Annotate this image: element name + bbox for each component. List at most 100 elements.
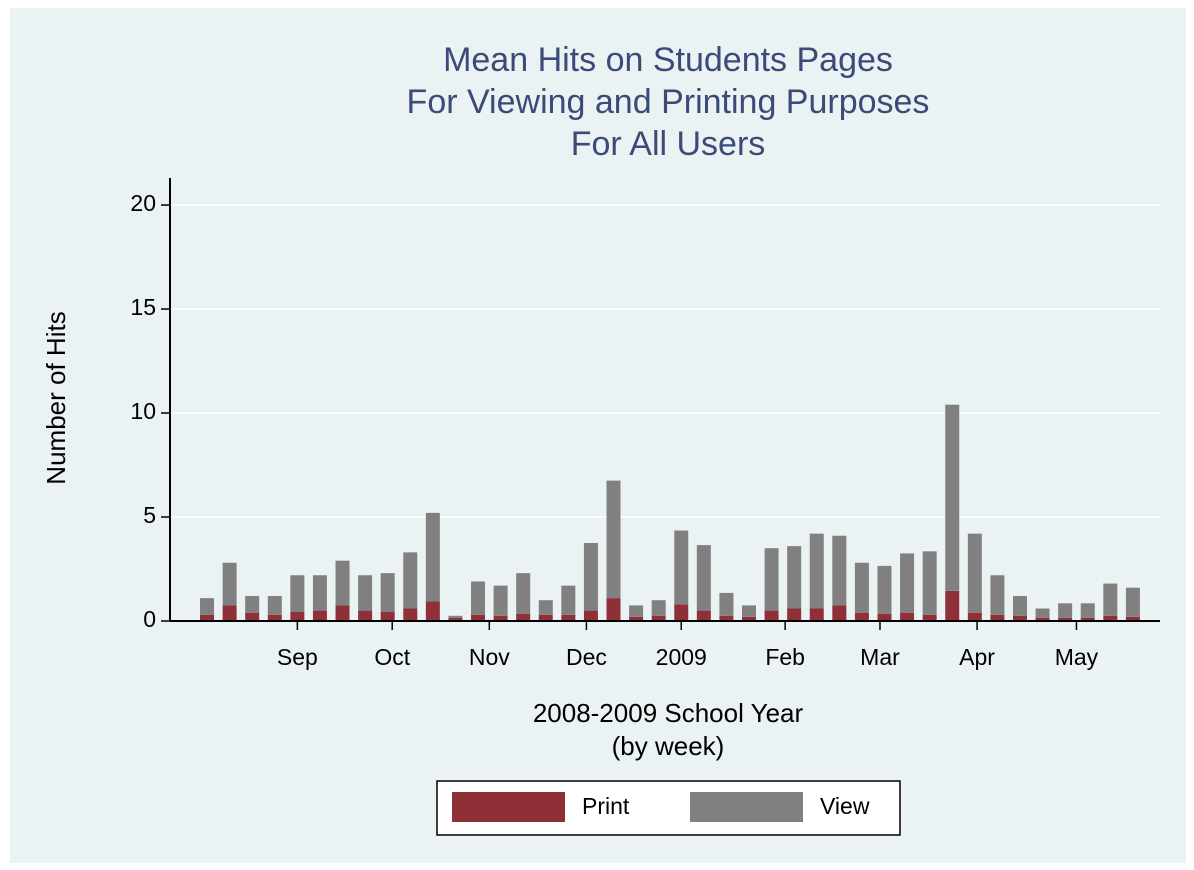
- bar: [629, 616, 644, 621]
- bar: [1080, 617, 1095, 621]
- bar: [245, 612, 260, 621]
- bar: [696, 610, 711, 621]
- bar: [312, 575, 327, 611]
- bar: [854, 612, 869, 621]
- bar: [719, 592, 734, 616]
- bar: [245, 596, 260, 613]
- x-axis-title: 2008-2009 School Year: [533, 698, 804, 728]
- bar: [967, 612, 982, 621]
- x-axis-title: (by week): [612, 731, 725, 761]
- bar: [877, 565, 892, 614]
- bar: [471, 614, 486, 621]
- bar: [493, 615, 508, 621]
- bar: [629, 605, 644, 617]
- x-tick-label: Dec: [566, 644, 607, 670]
- bar: [1012, 596, 1027, 616]
- bar: [403, 608, 418, 621]
- bar: [742, 616, 757, 621]
- y-axis-title: Number of Hits: [41, 311, 71, 484]
- bar: [358, 575, 373, 611]
- bar: [471, 581, 486, 615]
- legend-swatch: [690, 792, 803, 822]
- bar: [1125, 587, 1140, 617]
- bar: [832, 605, 847, 621]
- bar: [809, 533, 824, 609]
- bar: [719, 615, 734, 621]
- bar: [335, 605, 350, 621]
- bar: [764, 548, 779, 611]
- legend-label: Print: [582, 793, 630, 819]
- x-tick-label: Apr: [959, 644, 995, 670]
- bar: [877, 613, 892, 621]
- bar: [538, 600, 553, 615]
- bar: [674, 604, 689, 621]
- bar: [945, 404, 960, 591]
- bar: [200, 614, 215, 621]
- bar: [809, 608, 824, 621]
- background: [10, 8, 1186, 863]
- bar: [290, 611, 305, 621]
- bar: [403, 552, 418, 609]
- bar: [854, 562, 869, 613]
- bar: [787, 608, 802, 621]
- bar: [832, 535, 847, 606]
- bar: [990, 575, 1005, 615]
- x-tick-label: 2009: [656, 644, 707, 670]
- y-tick-label: 0: [143, 606, 156, 632]
- bar: [900, 612, 915, 621]
- bar: [335, 560, 350, 606]
- bar: [493, 585, 508, 616]
- bar: [990, 614, 1005, 621]
- bar: [945, 590, 960, 621]
- legend-swatch: [452, 792, 565, 822]
- chart-title: For Viewing and Printing Purposes: [407, 83, 930, 121]
- bar: [358, 610, 373, 621]
- x-tick-label: Feb: [765, 644, 805, 670]
- bar: [900, 553, 915, 613]
- bar: [787, 546, 802, 609]
- x-tick-label: Oct: [374, 644, 410, 670]
- bar: [922, 614, 937, 621]
- bar: [290, 575, 305, 612]
- bar: [561, 614, 576, 621]
- bar: [922, 551, 937, 615]
- bar: [516, 573, 531, 614]
- bar: [1058, 603, 1073, 618]
- bar: [606, 480, 621, 599]
- bar: [561, 585, 576, 615]
- bar: [1012, 615, 1027, 621]
- bar: [222, 562, 237, 606]
- bar: [1125, 616, 1140, 621]
- bar: [222, 605, 237, 621]
- bar: [583, 543, 598, 611]
- x-tick-label: Sep: [277, 644, 318, 670]
- bar: [967, 533, 982, 613]
- chart-title: Mean Hits on Students Pages: [443, 41, 893, 79]
- bar: [312, 610, 327, 621]
- bar: [425, 601, 440, 621]
- bar: [764, 610, 779, 621]
- bar: [1035, 617, 1050, 621]
- bar: [1058, 617, 1073, 621]
- bar: [448, 617, 463, 621]
- bar: [606, 598, 621, 621]
- bar: [200, 598, 215, 615]
- bar: [425, 512, 440, 602]
- chart-title: For All Users: [571, 125, 766, 163]
- bar: [267, 596, 282, 615]
- bar: [742, 605, 757, 617]
- bar: [1080, 603, 1095, 618]
- x-tick-label: Mar: [860, 644, 900, 670]
- bar: [267, 614, 282, 621]
- bar: [380, 573, 395, 612]
- bar: [448, 615, 463, 618]
- bar: [651, 600, 666, 616]
- y-tick-label: 15: [130, 294, 156, 320]
- bar: [674, 530, 689, 605]
- bar: [516, 613, 531, 621]
- bar: [1103, 583, 1118, 616]
- bar: [538, 614, 553, 621]
- y-tick-label: 20: [130, 190, 156, 216]
